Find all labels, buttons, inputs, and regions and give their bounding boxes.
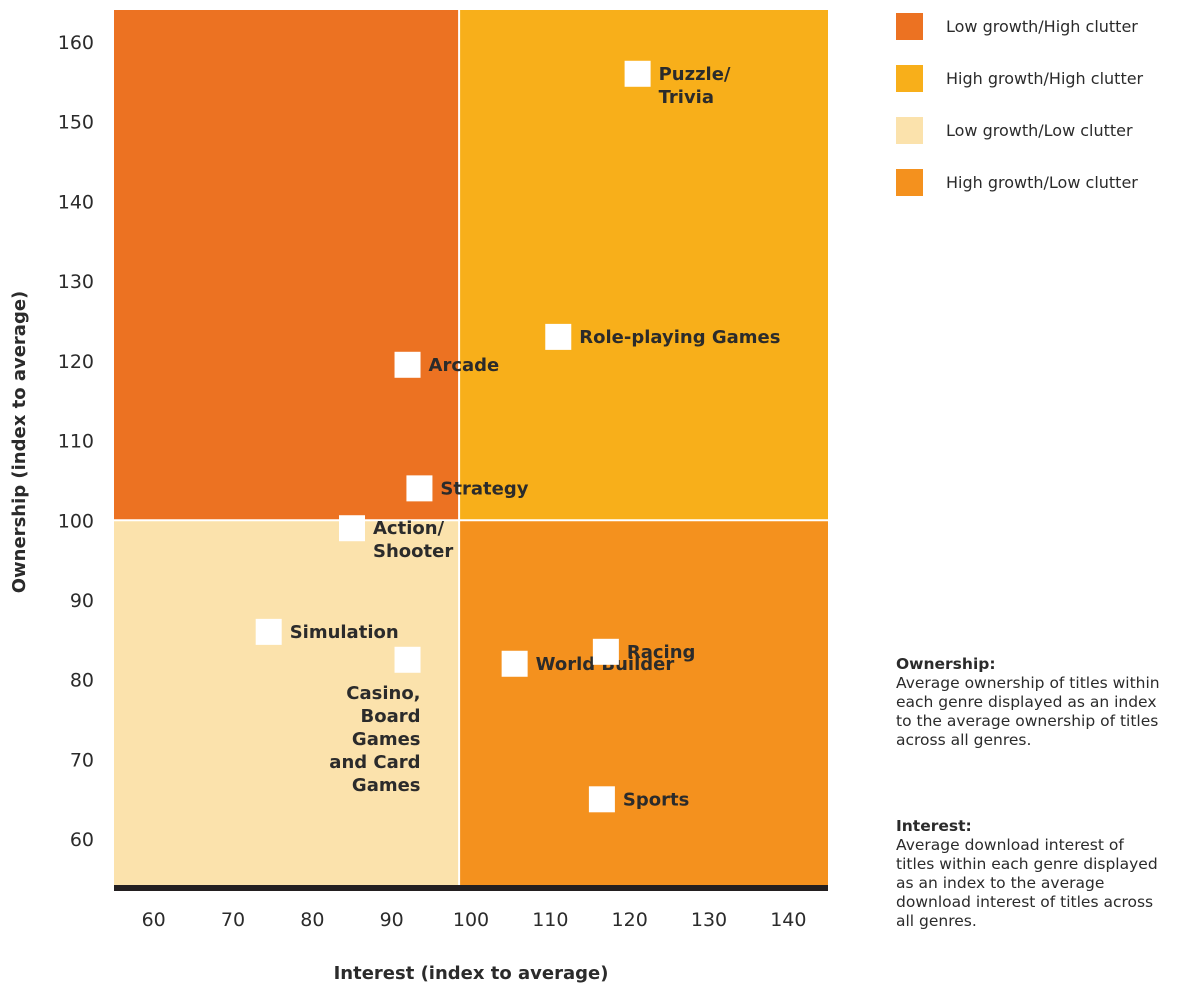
data-point-marker <box>394 646 421 673</box>
x-tick-label: 120 <box>612 909 648 931</box>
interest-note: Interest: Average download interest of t… <box>896 817 1166 931</box>
legend-swatch <box>896 65 923 92</box>
x-tick-label: 60 <box>142 909 166 931</box>
y-tick-label: 80 <box>70 670 94 692</box>
data-point-marker <box>339 515 365 542</box>
legend-item: Low growth/Low clutter <box>896 117 1133 144</box>
y-tick-label: 90 <box>70 590 94 612</box>
data-point: Action/Shooter <box>339 515 453 562</box>
legend-swatch <box>896 169 923 196</box>
quadrant-backgrounds <box>114 10 828 887</box>
data-point-marker <box>588 786 615 813</box>
x-tick-label: 130 <box>691 909 727 931</box>
data-point-marker <box>545 323 572 350</box>
data-point: Arcade <box>394 351 500 378</box>
data-point-label: Racing <box>627 642 696 663</box>
legend-item: High growth/High clutter <box>896 65 1144 92</box>
quadrant-2 <box>459 10 828 521</box>
data-point-label: Role-playing Games <box>579 327 780 348</box>
x-tick-label: 100 <box>453 909 489 931</box>
legend-item: High growth/Low clutter <box>896 169 1138 196</box>
data-points: Puzzle/Trivia Role-playing Games Arcade Str… <box>255 60 780 813</box>
interest-note-title: Interest: <box>896 817 972 835</box>
y-tick-label: 70 <box>70 749 94 771</box>
data-point: Sports <box>588 786 689 813</box>
legend-label: High growth/Low clutter <box>946 173 1138 192</box>
quadrant-1 <box>114 10 460 521</box>
y-tick-label: 140 <box>58 191 94 213</box>
interest-note-text: Average download interest of titles with… <box>896 836 1158 930</box>
quadrant-4 <box>459 520 828 887</box>
legend-label: Low growth/Low clutter <box>946 121 1133 140</box>
x-axis-ticks: 60 70 80 90 100 110 120 130 140 <box>142 909 807 931</box>
x-tick-label: 140 <box>770 909 806 931</box>
data-point-marker <box>255 618 282 645</box>
data-point-label: Sports <box>623 789 689 810</box>
y-tick-label: 100 <box>58 510 94 532</box>
data-point: Racing <box>592 638 696 665</box>
y-axis-title: Ownership (index to average) <box>9 291 30 594</box>
y-axis-ticks: 60 70 80 90 100 110 120 130 140 150 160 <box>58 32 94 851</box>
ownership-note: Ownership: Average ownership of titles w… <box>896 655 1166 750</box>
legend-swatch <box>896 13 923 40</box>
data-point-marker <box>624 60 651 87</box>
data-point: Role-playing Games <box>545 323 780 350</box>
x-tick-label: 110 <box>532 909 568 931</box>
x-axis-baseline <box>114 885 828 891</box>
data-point-label: Strategy <box>440 478 528 499</box>
quadrant-3 <box>114 520 460 887</box>
y-tick-label: 120 <box>58 351 94 373</box>
data-point-label: Casino, Board Games and Card Games <box>329 683 420 796</box>
data-point-marker <box>406 475 433 502</box>
data-point-marker <box>394 351 421 378</box>
data-point-label: Puzzle/Trivia <box>659 64 731 108</box>
legend: Low growth/High clutter High growth/High … <box>896 13 1144 196</box>
data-point-label: Simulation <box>290 622 399 643</box>
y-tick-label: 130 <box>58 271 94 293</box>
baseline-bar <box>114 885 828 891</box>
x-tick-label: 90 <box>380 909 404 931</box>
legend-label: Low growth/High clutter <box>946 17 1138 36</box>
legend-label: High growth/High clutter <box>946 69 1144 88</box>
x-tick-label: 80 <box>300 909 324 931</box>
legend-swatch <box>896 117 923 144</box>
ownership-note-text: Average ownership of titles within each … <box>896 674 1160 749</box>
data-point: Strategy <box>406 475 529 502</box>
y-tick-label: 160 <box>58 32 94 54</box>
data-point-label: Arcade <box>429 355 500 376</box>
y-tick-label: 150 <box>58 112 94 134</box>
data-point: Casino, Board Games and Card Games <box>329 646 421 796</box>
x-axis-title: Interest (index to average) <box>334 963 609 984</box>
data-point-label: Action/Shooter <box>373 518 453 562</box>
data-point: Simulation <box>255 618 399 645</box>
x-tick-label: 70 <box>221 909 245 931</box>
ownership-note-title: Ownership: <box>896 655 996 673</box>
y-tick-label: 110 <box>58 431 94 453</box>
legend-item: Low growth/High clutter <box>896 13 1138 40</box>
data-point-marker <box>501 650 528 677</box>
data-point: Puzzle/Trivia <box>624 60 731 108</box>
quadrant-dividers <box>114 10 828 887</box>
y-tick-label: 60 <box>70 829 94 851</box>
data-point-marker <box>592 638 619 665</box>
